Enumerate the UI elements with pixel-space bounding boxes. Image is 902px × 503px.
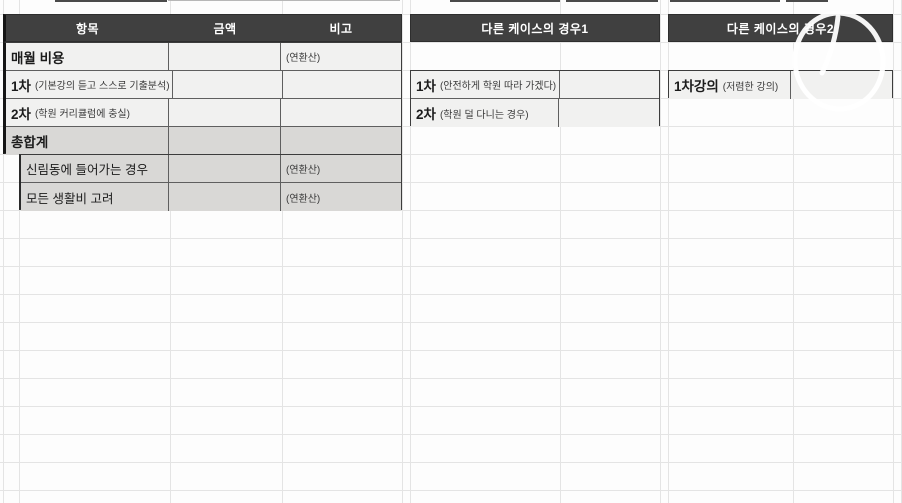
remark-text: (연환산) [286, 165, 321, 176]
table-row: 1차 (기본강의 듣고 스스로 기출분석) [6, 71, 401, 99]
case1-table-header[interactable]: 다른 케이스의 경우1 [410, 14, 660, 42]
remark-cell[interactable]: (연환산) [281, 155, 401, 182]
row-label: 2차 [416, 107, 436, 122]
expense-table-header[interactable]: 항목 금액 비고 [3, 14, 402, 42]
gridline [170, 0, 171, 503]
case2-table-header[interactable]: 다른 케이스의 경우2 [668, 14, 893, 42]
row-label: 총합계 [11, 135, 49, 150]
cropped-row-artifact [55, 0, 167, 2]
item-cell[interactable]: 매월 비용 [6, 43, 169, 70]
header-cell-item[interactable]: 항목 [75, 21, 100, 36]
remark-cell[interactable] [281, 127, 401, 155]
row-label: 매월 비용 [11, 50, 65, 66]
expense-table-subrows: 신림동에 들어가는 경우 (연환산) 모든 생활비 고려 (연환산) [19, 154, 402, 211]
remark-cell[interactable] [281, 99, 401, 126]
item-cell[interactable]: 신림동에 들어가는 경우 [21, 155, 169, 182]
table-row: 모든 생활비 고려 (연환산) [21, 183, 401, 211]
row-label: 신림동에 들어가는 경우 [26, 163, 148, 177]
remark-cell[interactable] [282, 71, 401, 98]
cropped-row-artifact [566, 0, 658, 2]
cropped-row-artifact [786, 0, 828, 2]
gridline [668, 0, 669, 503]
gridline [19, 0, 20, 503]
case2-title: 다른 케이스의 경우2 [726, 21, 835, 36]
case1-title: 다른 케이스의 경우1 [481, 21, 589, 36]
row-label-note: (학원 덜 다니는 경우) [439, 109, 529, 121]
item-cell[interactable]: 1차 (기본강의 듣고 스스로 기출분석) [6, 71, 173, 98]
row-label-note: (기본강의 듣고 스스로 기출분석) [34, 81, 170, 92]
gridline [893, 0, 894, 503]
remark-cell[interactable]: (연환산) [281, 183, 401, 211]
row-label-note: (학원 커리큘럼에 충실) [34, 109, 130, 120]
gridline [3, 0, 4, 503]
case2-table-body: 1차강의 (저렴한 강의) [668, 70, 893, 99]
item-cell[interactable]: 2차 (학원 커리큘럼에 충실) [6, 99, 169, 126]
amount-cell[interactable] [169, 183, 281, 211]
remark-text: (연환산) [286, 53, 321, 64]
table-row: 매월 비용 (연환산) [6, 43, 401, 71]
item-cell[interactable]: 1차 (안전하게 학원 따라 가겠다) [411, 71, 561, 98]
item-cell[interactable]: 1차강의 (저렴한 강의) [669, 71, 791, 99]
amount-cell[interactable] [172, 71, 283, 98]
item-cell[interactable]: 2차 (학원 덜 다니는 경우) [411, 99, 559, 127]
amount-cell[interactable] [169, 43, 281, 70]
gridline [660, 0, 661, 503]
amount-cell[interactable] [169, 127, 281, 155]
gridline [560, 0, 561, 503]
gridline [282, 0, 283, 503]
table-row: 2차 (학원 커리큘럼에 충실) [6, 99, 401, 127]
table-row: 신림동에 들어가는 경우 (연환산) [21, 155, 401, 183]
remark-cell[interactable]: (연환산) [281, 43, 401, 70]
row-label: 모든 생활비 고려 [26, 191, 114, 206]
header-cell-remark[interactable]: 비고 [329, 21, 353, 36]
table-row: 2차 (학원 덜 다니는 경우) [411, 99, 659, 127]
gridline [410, 0, 411, 503]
row-label: 1차강의 [674, 79, 719, 94]
value-cell[interactable] [559, 99, 659, 127]
amount-cell[interactable] [169, 99, 281, 126]
header-cell-amount[interactable]: 금액 [213, 21, 237, 36]
table-row-total: 총합계 [6, 127, 401, 155]
cropped-row-artifact [670, 0, 780, 2]
item-cell[interactable]: 모든 생활비 고려 [21, 183, 169, 211]
row-label-note: (안전하게 학원 따라 가겠다) [439, 81, 557, 92]
gridline [402, 0, 403, 503]
case1-table-body: 1차 (안전하게 학원 따라 가겠다) 2차 (학원 덜 다니는 경우) [410, 70, 660, 127]
row-label: 1차 [416, 78, 436, 94]
remark-text: (연환산) [286, 193, 321, 205]
amount-cell[interactable] [169, 155, 281, 182]
row-label: 2차 [11, 106, 31, 122]
row-label: 1차 [11, 78, 31, 94]
value-cell[interactable] [560, 71, 659, 98]
expense-table-body: 매월 비용 (연환산) 1차 (기본강의 듣고 스스로 기출분석) 2차 (학원… [3, 42, 402, 155]
item-cell[interactable]: 총합계 [6, 127, 169, 155]
gridline [793, 0, 794, 503]
cropped-row-artifact [450, 0, 560, 2]
table-row: 1차 (안전하게 학원 따라 가겠다) [411, 71, 659, 99]
cropped-row-artifact [168, 0, 400, 1]
row-label-note: (저렴한 강의) [722, 81, 779, 93]
value-cell[interactable] [791, 71, 892, 99]
table-row: 1차강의 (저렴한 강의) [669, 71, 892, 99]
